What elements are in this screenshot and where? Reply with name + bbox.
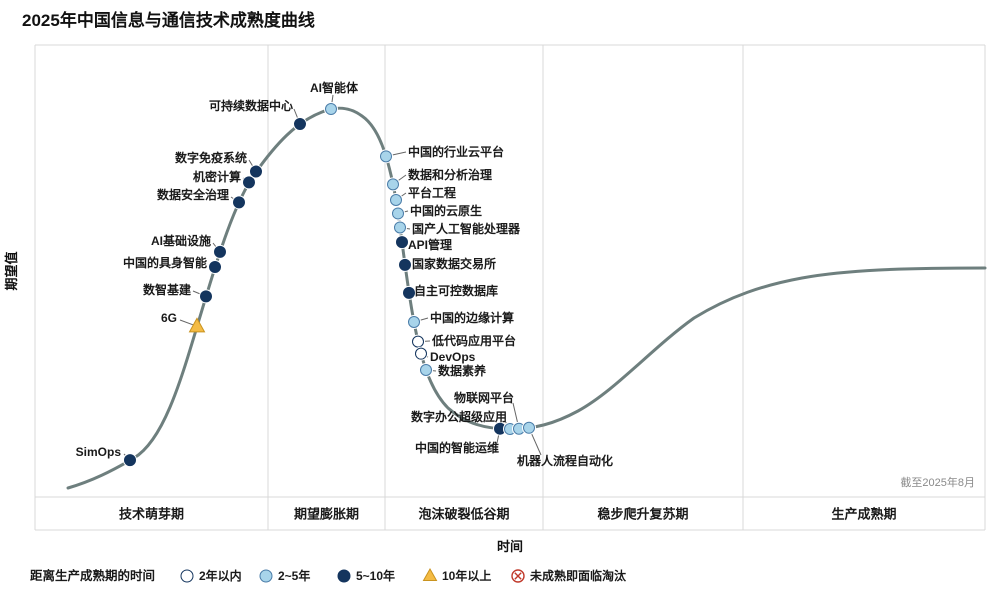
phase-label: 稳步爬升复苏期 — [597, 507, 688, 522]
point-label: AI基础设施 — [151, 233, 211, 248]
obsolete-cross-icon — [514, 572, 522, 580]
legend-dot-icon — [337, 569, 351, 583]
point-label: 中国的行业云平台 — [408, 144, 504, 159]
legend-label: 2年以内 — [199, 568, 242, 583]
phase-label: 泡沫破裂低谷期 — [418, 507, 509, 522]
point-label: 自主可控数据库 — [414, 283, 498, 298]
point-label: 数智基建 — [143, 282, 192, 297]
point-label: AI智能体 — [310, 80, 359, 95]
dot-marker — [399, 258, 411, 271]
phase-label: 生产成熟期 — [831, 507, 896, 522]
as-of-note: 截至2025年8月 — [900, 475, 975, 489]
chart-title: 2025年中国信息与通信技术成熟度曲线 — [22, 10, 315, 30]
point-label: DevOps — [430, 350, 476, 364]
dot-marker — [412, 335, 424, 348]
dot-marker — [387, 178, 399, 191]
dot-marker — [214, 245, 226, 258]
point-label: SimOps — [76, 445, 122, 459]
legend-label: 10年以上 — [442, 568, 491, 583]
dot-marker — [392, 207, 404, 220]
x-axis-label: 时间 — [497, 539, 523, 554]
legend-dot-icon — [259, 569, 273, 583]
dot-marker — [250, 165, 262, 178]
dot-marker — [396, 236, 408, 249]
dot-marker — [209, 261, 221, 274]
point-label: 物联网平台 — [454, 390, 514, 405]
point-label: 数据和分析治理 — [408, 167, 492, 182]
point-label: 数据素养 — [438, 363, 486, 378]
point-label: 机器人流程自动化 — [517, 453, 613, 468]
phase-label: 期望膨胀期 — [294, 507, 359, 522]
point-label: 数字办公超级应用 — [411, 409, 507, 424]
legend-label: 5~10年 — [356, 568, 395, 583]
grid — [34, 44, 986, 531]
point-label: 中国的具身智能 — [123, 255, 207, 270]
y-axis-label: 期望值 — [4, 251, 19, 290]
dot-marker — [124, 454, 136, 467]
point-label: API管理 — [408, 237, 452, 252]
legend: 2年以内 2~5年 5~10年 10年以上 未成熟即面临淘汰 — [180, 567, 627, 583]
point-labels: SimOps 6G 数智基建 中国的具身智能 AI基础设施 数据安全治理 机密计算 数字免疫系… — [76, 80, 613, 468]
point-label: 中国的智能运维 — [415, 440, 499, 455]
legend-label: 未成熟即面临淘汰 — [529, 568, 627, 583]
hype-curve — [66, 106, 987, 490]
dot-marker — [420, 364, 432, 377]
point-label: 6G — [161, 311, 177, 325]
dot-marker — [294, 118, 306, 131]
dot-marker — [243, 176, 255, 189]
point-label: 国产人工智能处理器 — [412, 221, 521, 236]
triangle-marker — [188, 317, 206, 333]
dot-marker — [403, 286, 415, 299]
dot-marker — [415, 347, 427, 360]
dot-marker — [200, 290, 212, 303]
phase-label: 技术萌芽期 — [119, 507, 184, 522]
dot-marker — [325, 103, 337, 116]
point-label: 平台工程 — [408, 185, 456, 200]
data-points — [123, 102, 536, 468]
point-label: 中国的云原生 — [410, 203, 482, 218]
point-label: 机密计算 — [193, 169, 241, 184]
dot-marker — [380, 150, 392, 163]
point-label: 数字免疫系统 — [175, 150, 247, 165]
point-label: 可持续数据中心 — [209, 98, 293, 113]
dot-marker — [408, 316, 420, 329]
legend-triangle-icon — [422, 567, 438, 581]
point-label: 中国的边缘计算 — [430, 310, 514, 325]
legend-label: 2~5年 — [278, 568, 310, 583]
dot-marker — [523, 421, 535, 434]
dot-marker — [390, 194, 402, 207]
legend-dot-icon — [180, 569, 194, 583]
point-label: 低代码应用平台 — [431, 333, 516, 348]
dot-marker — [394, 221, 406, 234]
point-label: 数据安全治理 — [157, 187, 229, 202]
point-label: 国家数据交易所 — [412, 256, 496, 271]
legend-title: 距离生产成熟期的时间 — [30, 568, 155, 583]
phase-labels: 技术萌芽期 期望膨胀期 泡沫破裂低谷期 稳步爬升复苏期 生产成熟期 — [119, 507, 897, 522]
dot-marker — [233, 196, 245, 209]
